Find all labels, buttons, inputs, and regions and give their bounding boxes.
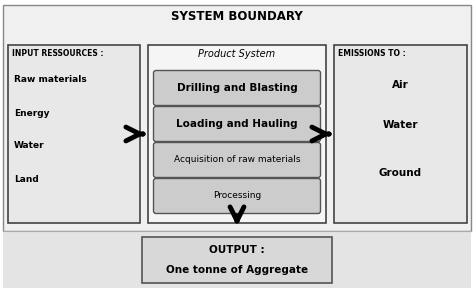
Text: Water: Water — [14, 141, 45, 150]
FancyBboxPatch shape — [154, 178, 320, 214]
Text: Product System: Product System — [199, 49, 275, 59]
Text: Drilling and Blasting: Drilling and Blasting — [177, 83, 297, 93]
Text: Water: Water — [383, 120, 418, 130]
FancyBboxPatch shape — [3, 232, 471, 288]
Text: OUTPUT :: OUTPUT : — [209, 245, 265, 255]
FancyBboxPatch shape — [154, 70, 320, 106]
Text: Energy: Energy — [14, 109, 49, 118]
FancyBboxPatch shape — [148, 45, 326, 223]
Text: INPUT RESSOURCES :: INPUT RESSOURCES : — [12, 49, 103, 58]
FancyBboxPatch shape — [8, 45, 140, 223]
Text: SYSTEM BOUNDARY: SYSTEM BOUNDARY — [171, 10, 303, 24]
FancyBboxPatch shape — [154, 143, 320, 178]
Text: Loading and Hauling: Loading and Hauling — [176, 119, 298, 129]
Text: Acquisition of raw materials: Acquisition of raw materials — [174, 155, 300, 164]
Text: One tonne of Aggregate: One tonne of Aggregate — [166, 265, 308, 275]
Text: Air: Air — [392, 80, 409, 90]
Text: Ground: Ground — [379, 168, 422, 178]
Text: EMISSIONS TO :: EMISSIONS TO : — [338, 49, 406, 58]
FancyBboxPatch shape — [154, 107, 320, 141]
Text: Raw materials: Raw materials — [14, 75, 87, 84]
Text: Processing: Processing — [213, 191, 261, 200]
FancyBboxPatch shape — [334, 45, 467, 223]
FancyBboxPatch shape — [142, 237, 332, 283]
Text: Land: Land — [14, 175, 39, 184]
FancyBboxPatch shape — [3, 5, 471, 231]
